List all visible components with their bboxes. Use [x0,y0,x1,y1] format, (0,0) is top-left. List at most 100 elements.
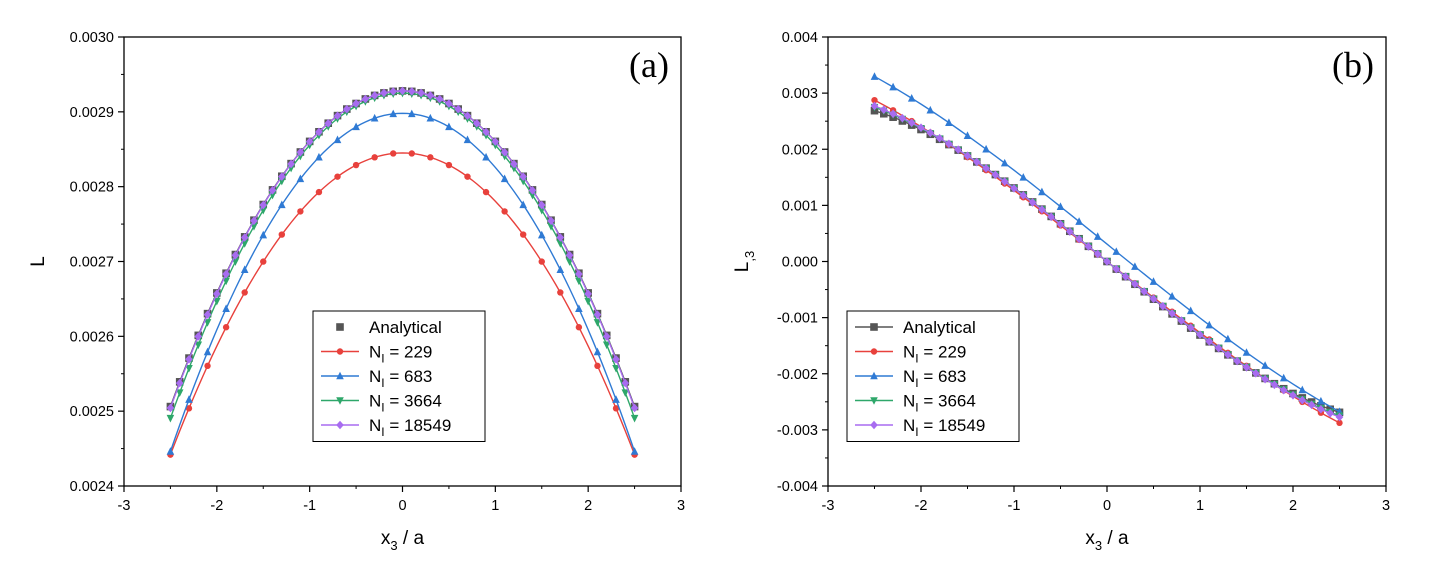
data-point [1112,264,1121,274]
data-point [1307,400,1316,410]
data-point [407,87,416,96]
data-point [926,105,935,114]
data-point [537,230,546,239]
y-tick-label: 0.0024 [70,479,114,495]
data-point [575,324,583,331]
data-point [333,135,342,144]
data-point [528,186,537,195]
data-point [991,170,1000,180]
y-tick-label: 0.0029 [70,105,114,121]
data-point [417,88,425,98]
legend-marker [336,323,344,331]
data-point [1298,385,1307,394]
legend-marker [336,397,344,405]
data-point [602,341,611,350]
data-point [556,233,565,242]
y-tick-label: -0.002 [777,367,818,383]
data-point [240,233,249,242]
x-tick-label: -1 [303,498,316,514]
series-line [169,152,636,455]
data-point [389,87,398,96]
data-point [1000,177,1009,186]
data-point [390,150,397,157]
data-point [407,109,416,118]
data-point [343,104,351,114]
data-point [1056,202,1065,210]
y-tick-label: 0.0028 [70,180,114,196]
data-point [1336,419,1343,427]
data-point [500,174,509,183]
data-point [445,161,453,169]
data-point [370,113,379,122]
data-point [917,123,925,132]
data-point [519,172,527,181]
y-tick-label: 0.0026 [70,329,114,345]
x-tick-label: -3 [118,498,131,514]
data-point [1242,348,1251,356]
data-point [954,145,962,154]
y-tick-label: 0.0030 [70,30,114,46]
data-point [213,297,221,306]
data-point [584,289,592,299]
data-point [557,289,564,296]
x-tick-label: 0 [398,498,406,514]
data-point [1093,232,1102,240]
x-tick-label: 2 [584,498,592,514]
y-axis-label: L [28,256,49,267]
data-point [408,150,415,157]
legend-label: NI = 18549 [903,416,985,439]
data-point [602,332,611,341]
data-point [463,111,472,121]
data-point [1270,380,1279,390]
data-point [500,147,509,157]
x-axis-label: x3 / a [1085,528,1129,553]
data-point [222,304,230,312]
data-point [287,159,295,169]
y-axis-label: L,3 [732,251,757,272]
y-tick-label: 0.001 [782,198,818,214]
data-point [445,122,453,131]
data-point [259,200,268,210]
legend-label: NI = 3664 [903,392,976,415]
y-tick-label: 0.003 [782,86,818,102]
data-point [621,389,630,397]
data-point [1196,330,1204,339]
data-point [1261,361,1269,369]
data-point [1252,369,1260,378]
data-point [203,347,212,356]
data-point [1038,187,1046,196]
data-point [1028,198,1037,207]
data-point [594,362,601,370]
data-point [315,127,323,137]
x-tick-label: -2 [210,498,223,514]
panel-label: (a) [629,45,669,85]
data-point [352,99,360,108]
series-line [169,112,636,452]
data-point [482,152,490,161]
data-point [945,139,953,149]
data-point [1317,396,1325,405]
data-point [1019,191,1028,200]
data-point [324,119,333,128]
data-point [1047,212,1055,222]
data-point [1326,408,1334,418]
data-point [305,137,314,146]
data-point [463,135,472,144]
data-point [1224,334,1232,343]
legend-marker [870,348,878,355]
data-point [315,188,323,196]
data-point [501,208,508,215]
x-tick-label: 0 [1103,498,1111,514]
data-point [963,131,972,140]
data-point [907,118,916,128]
data-point [584,297,592,306]
data-point [1131,279,1139,289]
y-tick-label: 0.004 [782,30,818,46]
data-point [593,319,602,327]
data-point [222,324,230,331]
data-point [185,405,193,412]
data-point [926,128,935,138]
data-point [1289,391,1297,400]
